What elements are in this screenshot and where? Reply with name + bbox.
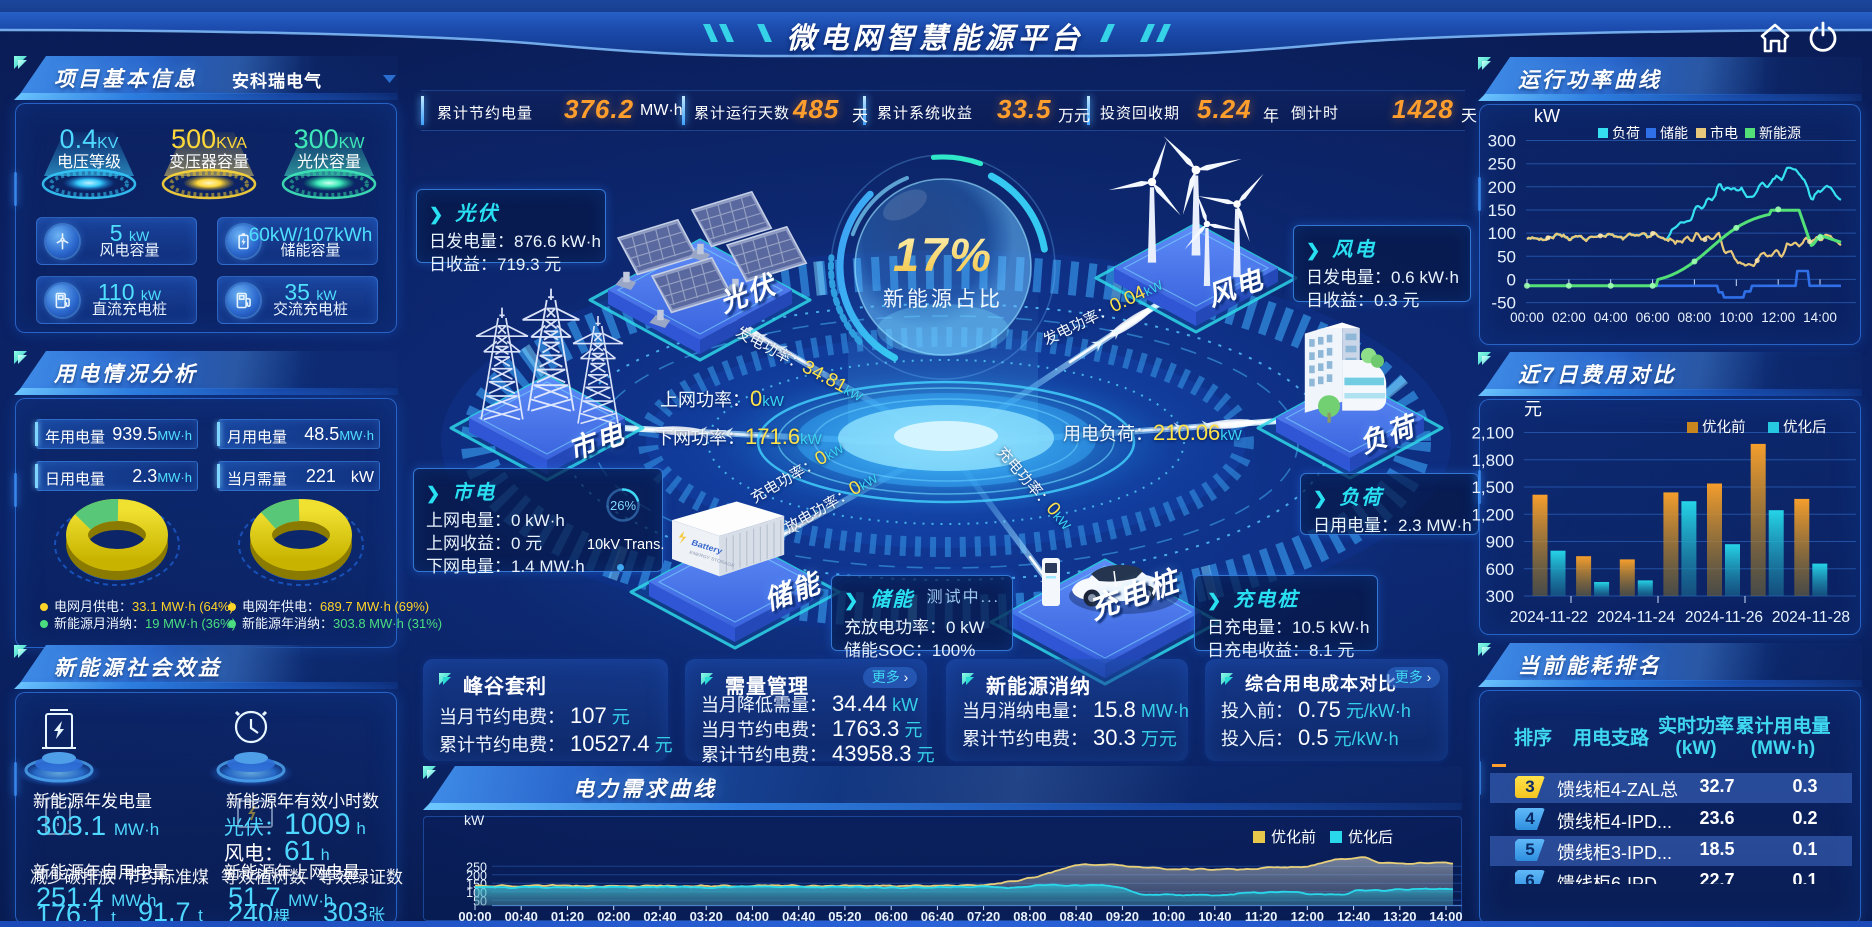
svg-text:50: 50 (1497, 247, 1516, 266)
svg-text:12:00: 12:00 (1761, 310, 1795, 325)
svg-text:-50: -50 (1491, 294, 1516, 313)
svg-text:02:00: 02:00 (1552, 310, 1586, 325)
svg-text:负荷: 负荷 (1612, 125, 1640, 141)
svg-text:200: 200 (466, 869, 487, 883)
svg-text:900: 900 (1486, 533, 1514, 552)
svg-text:00:40: 00:40 (505, 909, 538, 924)
svg-text:04:40: 04:40 (782, 909, 815, 924)
svg-text:08:40: 08:40 (1059, 909, 1092, 924)
svg-text:06:00: 06:00 (1636, 310, 1670, 325)
svg-text:14:00: 14:00 (1803, 310, 1837, 325)
svg-text:100: 100 (1488, 224, 1516, 243)
svg-text:10:40: 10:40 (1198, 909, 1231, 924)
svg-text:06:00: 06:00 (875, 909, 908, 924)
svg-text:12:40: 12:40 (1337, 909, 1370, 924)
svg-text:06:40: 06:40 (921, 909, 954, 924)
svg-text:12:00: 12:00 (1291, 909, 1324, 924)
svg-text:17%: 17% (893, 228, 993, 281)
svg-text:03:20: 03:20 (690, 909, 723, 924)
svg-text:2024-11-28: 2024-11-28 (1772, 609, 1850, 626)
svg-text:2024-11-22: 2024-11-22 (1510, 609, 1588, 626)
svg-text:新能源占比: 新能源占比 (883, 288, 1003, 311)
svg-text:10:00: 10:00 (1152, 909, 1185, 924)
svg-text:00:00: 00:00 (1510, 310, 1544, 325)
svg-text:优化前: 优化前 (1271, 829, 1316, 846)
svg-text:08:00: 08:00 (1678, 310, 1712, 325)
svg-text:250: 250 (1488, 155, 1516, 174)
svg-text:04:00: 04:00 (736, 909, 769, 924)
svg-text:1,800: 1,800 (1471, 451, 1514, 470)
svg-text:09:20: 09:20 (1106, 909, 1139, 924)
svg-text:2,100: 2,100 (1471, 424, 1514, 443)
svg-text:300: 300 (1486, 587, 1514, 606)
svg-text:11:20: 11:20 (1245, 909, 1278, 924)
svg-text:00:00: 00:00 (458, 909, 491, 924)
svg-text:1,500: 1,500 (1471, 478, 1514, 497)
svg-text:元: 元 (1524, 399, 1542, 419)
svg-text:优化前: 优化前 (1702, 419, 1746, 436)
svg-text:200: 200 (1488, 178, 1516, 197)
svg-text:2024-11-26: 2024-11-26 (1685, 609, 1763, 626)
svg-text:05:20: 05:20 (828, 909, 861, 924)
svg-text:01:20: 01:20 (551, 909, 584, 924)
svg-text:08:00: 08:00 (1013, 909, 1046, 924)
svg-text:10:00: 10:00 (1719, 310, 1753, 325)
svg-text:优化后: 优化后 (1783, 419, 1827, 436)
svg-text:新能源: 新能源 (1759, 125, 1801, 141)
svg-text:0: 0 (1507, 270, 1516, 289)
svg-text:02:00: 02:00 (597, 909, 630, 924)
svg-text:储能: 储能 (1660, 125, 1688, 141)
svg-text:14:00: 14:00 (1429, 909, 1462, 924)
svg-text:kW: kW (1534, 106, 1560, 126)
svg-text:优化后: 优化后 (1348, 829, 1393, 846)
svg-text:市电: 市电 (1710, 125, 1738, 141)
svg-text:02:40: 02:40 (643, 909, 676, 924)
svg-text:04:00: 04:00 (1594, 310, 1628, 325)
svg-text:150: 150 (1488, 201, 1516, 220)
svg-text:600: 600 (1486, 560, 1514, 579)
svg-text:250: 250 (466, 860, 487, 874)
svg-text:2024-11-24: 2024-11-24 (1597, 609, 1676, 626)
svg-text:13:20: 13:20 (1383, 909, 1416, 924)
svg-text:300: 300 (1488, 132, 1516, 151)
svg-text:kW: kW (464, 812, 485, 828)
svg-text:1,200: 1,200 (1471, 505, 1514, 524)
svg-text:07:20: 07:20 (967, 909, 1000, 924)
